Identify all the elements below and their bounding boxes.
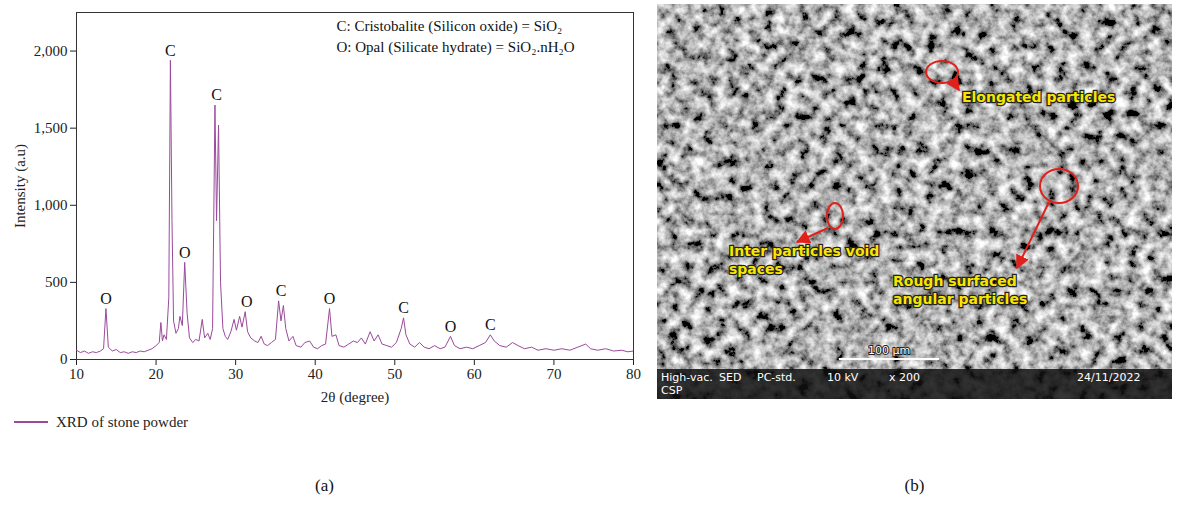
svg-text:PC-std.: PC-std. (757, 371, 796, 384)
svg-text:2θ (degree): 2θ (degree) (321, 389, 389, 406)
svg-text:1,500: 1,500 (34, 120, 68, 136)
svg-text:24/11/2022: 24/11/2022 (1077, 371, 1140, 384)
svg-text:x 200: x 200 (889, 371, 920, 384)
svg-text:10 kV: 10 kV (827, 371, 859, 384)
svg-text:30: 30 (228, 366, 243, 382)
svg-text:2,000: 2,000 (34, 43, 68, 59)
svg-text:C: C (398, 299, 409, 316)
svg-text:C: C (165, 42, 176, 59)
svg-text:1,000: 1,000 (34, 197, 68, 213)
svg-text:O: O (179, 244, 191, 261)
html-text:(a): (a) (315, 476, 334, 495)
svg-text:50: 50 (387, 366, 402, 382)
svg-text:Elongated particles: Elongated particles (962, 89, 1115, 105)
svg-text:500: 500 (45, 274, 68, 290)
svg-text:80: 80 (626, 366, 641, 382)
svg-text:angular particles: angular particles (893, 291, 1027, 307)
svg-text:60: 60 (467, 366, 482, 382)
svg-text:C: C (485, 316, 496, 333)
svg-text:C: C (276, 282, 287, 299)
svg-text:O: Opal (Silicate hydrate) = S: O: Opal (Silicate hydrate) = SiO₂.nH₂O (337, 39, 575, 56)
svg-text:100 μm: 100 μm (868, 344, 910, 357)
svg-text:70: 70 (546, 366, 561, 382)
html-text:XRD of stone powder: XRD of stone powder (56, 413, 189, 430)
svg-text:O: O (100, 290, 112, 307)
svg-text:Intensity (a.u): Intensity (a.u) (12, 144, 29, 228)
html-text:(b): (b) (904, 476, 925, 495)
svg-text:SED: SED (719, 371, 741, 384)
svg-text:O: O (445, 318, 457, 335)
svg-text:C: C (211, 86, 222, 103)
svg-text:C: Cristobalite (Silicon oxide: C: Cristobalite (Silicon oxide) = SiO₂ (337, 18, 563, 35)
svg-text:0: 0 (60, 351, 68, 367)
svg-text:40: 40 (308, 366, 323, 382)
svg-text:O: O (241, 293, 253, 310)
svg-text:O: O (324, 290, 336, 307)
svg-text:Inter particles void: Inter particles void (729, 243, 879, 259)
svg-text:20: 20 (149, 366, 164, 382)
svg-text:10: 10 (69, 366, 84, 382)
svg-text:CSP: CSP (661, 384, 683, 397)
svg-text:High-vac.: High-vac. (661, 371, 713, 384)
svg-text:Rough surfaced: Rough surfaced (893, 273, 1017, 289)
svg-text:spaces: spaces (729, 261, 783, 277)
